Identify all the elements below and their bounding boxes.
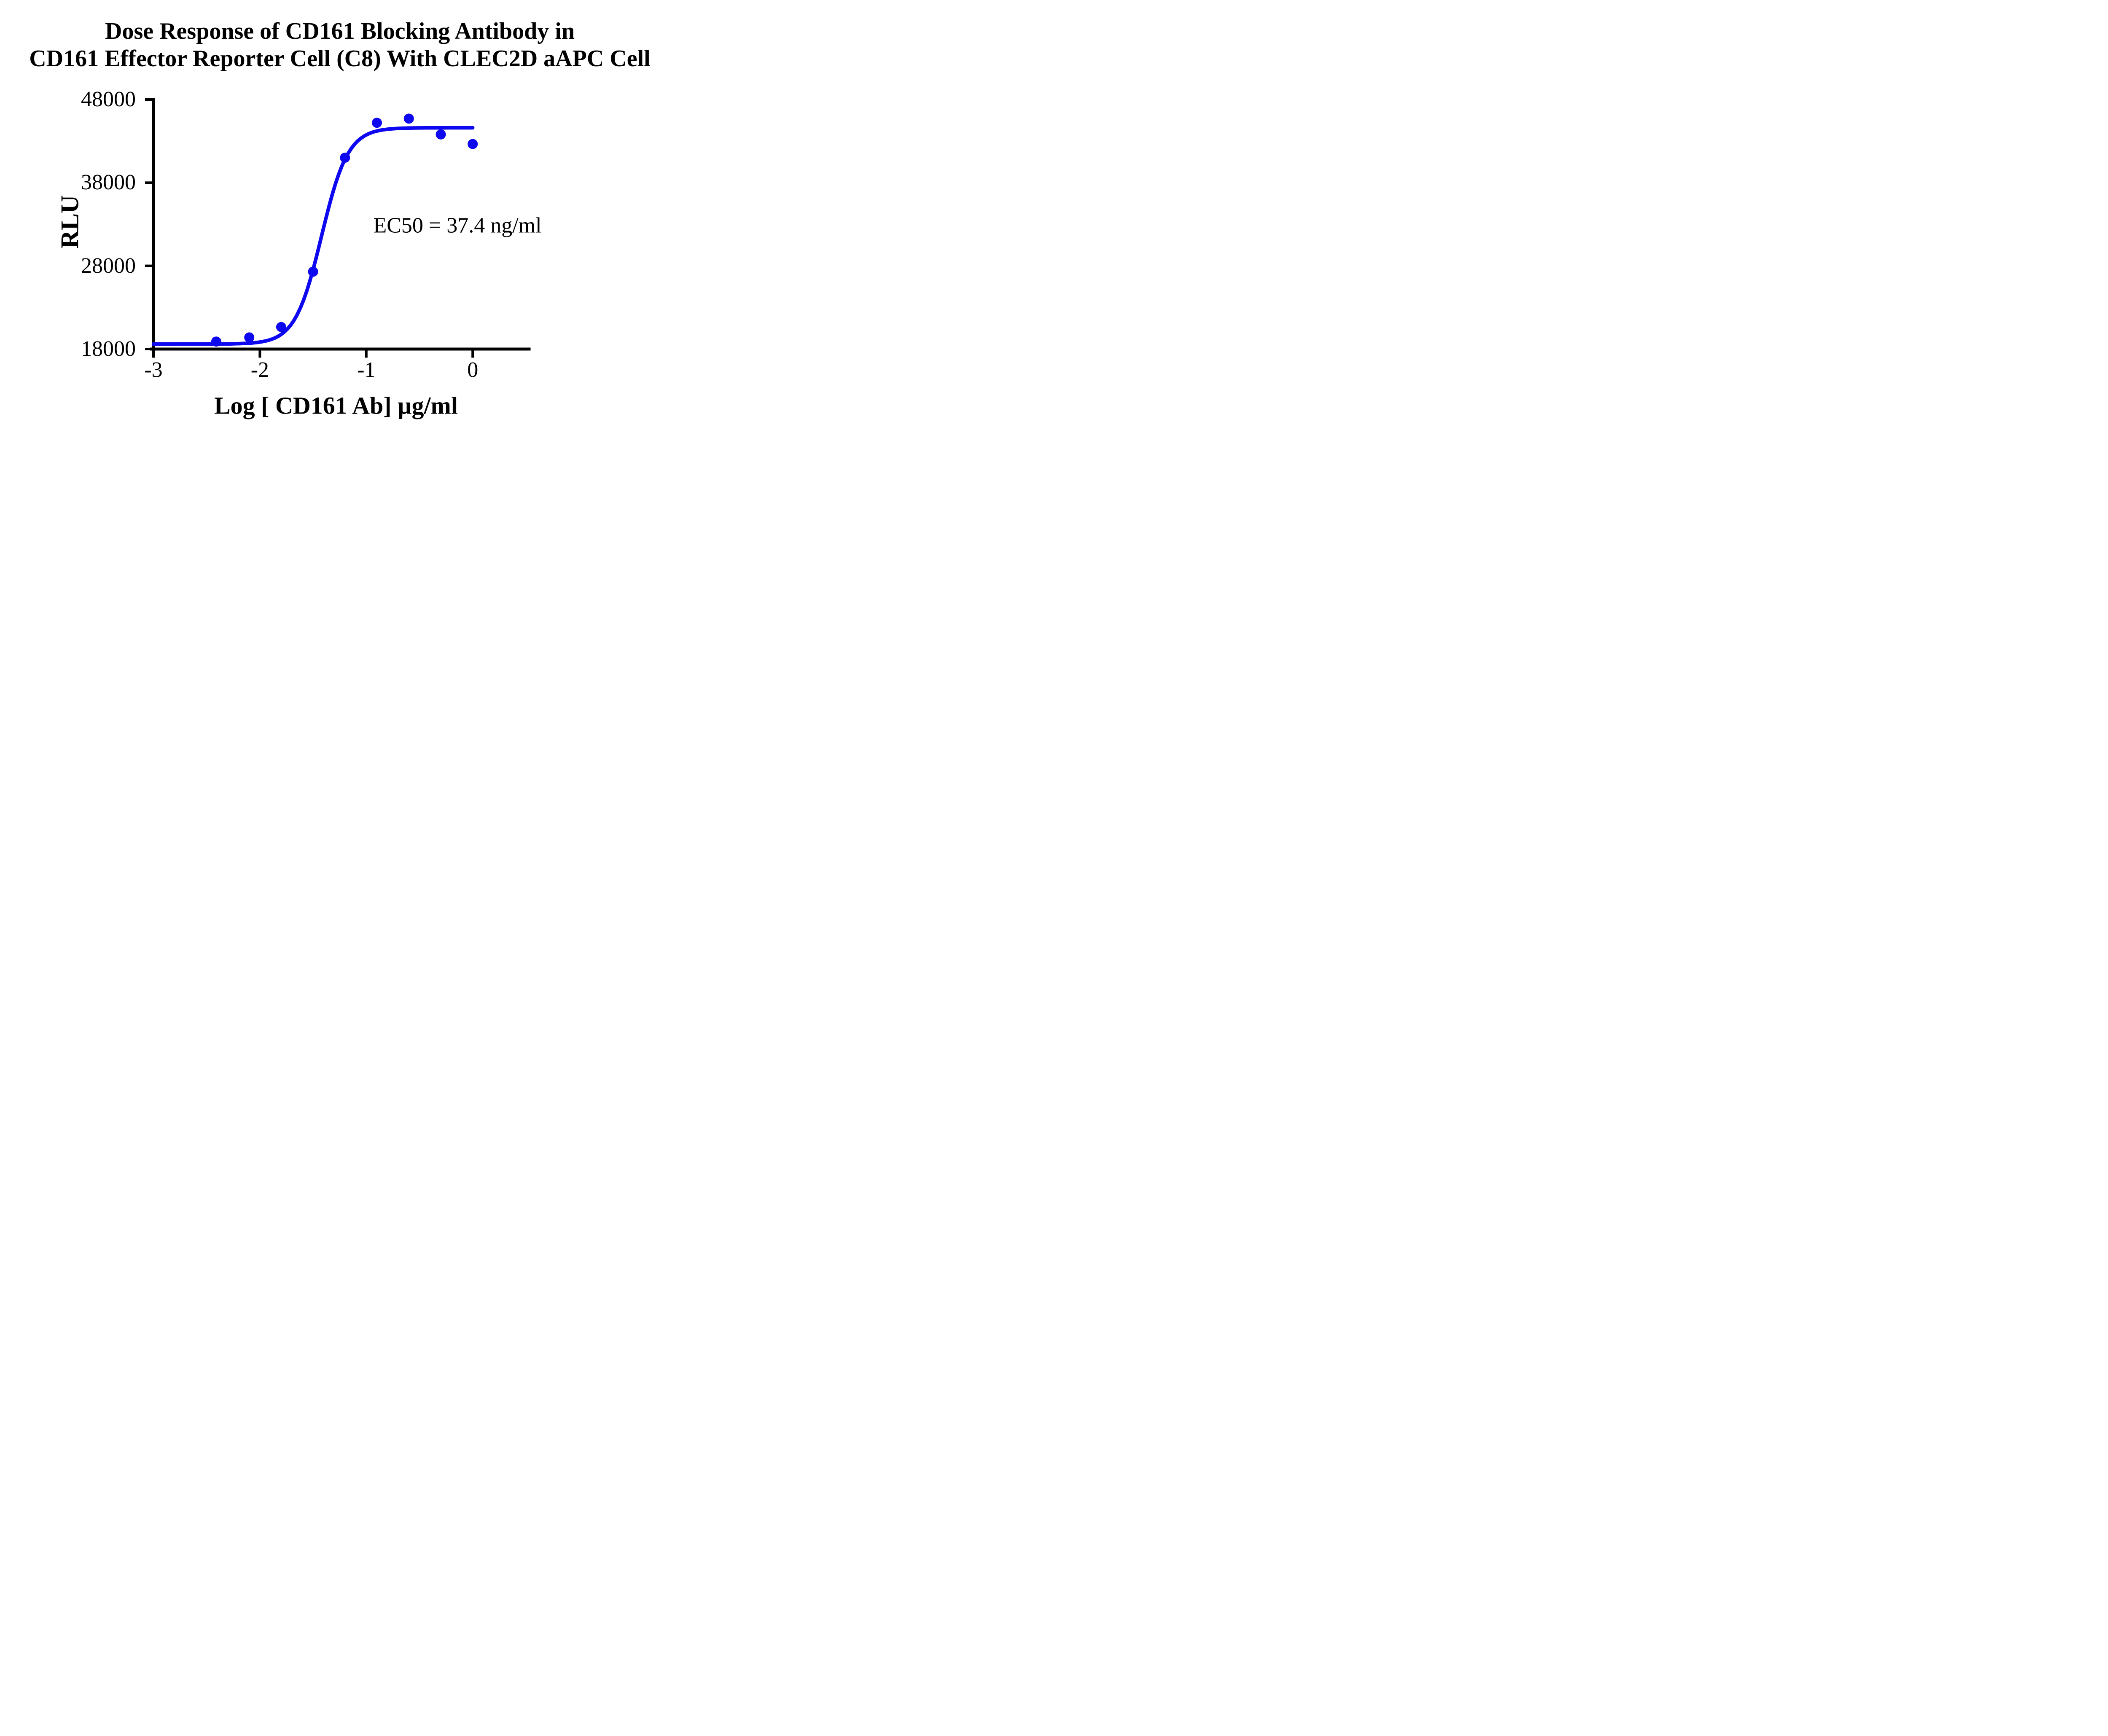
y-axis-title: RLU bbox=[56, 195, 84, 249]
data-point bbox=[276, 322, 286, 332]
x-tick-label: -2 bbox=[250, 358, 269, 382]
x-axis-title: Log [ CD161 Ab] µg/ml bbox=[214, 392, 458, 419]
data-point bbox=[308, 266, 318, 277]
data-point bbox=[403, 113, 414, 124]
x-tick-label: -3 bbox=[144, 358, 163, 382]
x-tick-label: 0 bbox=[467, 358, 479, 382]
chart-title-line1: Dose Response of CD161 Blocking Antibody… bbox=[105, 18, 575, 44]
data-point bbox=[468, 139, 478, 149]
data-point bbox=[244, 332, 255, 343]
ec50-annotation: EC50 = 37.4 ng/ml bbox=[373, 213, 542, 238]
chart-title: Dose Response of CD161 Blocking Antibody… bbox=[0, 18, 680, 73]
y-tick-label: 28000 bbox=[81, 253, 136, 278]
dose-response-chart: Dose Response of CD161 Blocking Antibody… bbox=[0, 0, 680, 434]
y-tick-label: 18000 bbox=[81, 337, 136, 361]
y-tick-label: 48000 bbox=[81, 87, 136, 111]
plot-area bbox=[145, 98, 531, 358]
data-point bbox=[372, 118, 382, 128]
data-point bbox=[436, 129, 446, 140]
y-tick-label: 38000 bbox=[81, 170, 136, 195]
chart-title-line2: CD161 Effector Reporter Cell (C8) With C… bbox=[29, 46, 651, 72]
data-point bbox=[211, 336, 221, 347]
x-tick-label: -1 bbox=[357, 358, 376, 382]
data-point bbox=[340, 153, 350, 163]
